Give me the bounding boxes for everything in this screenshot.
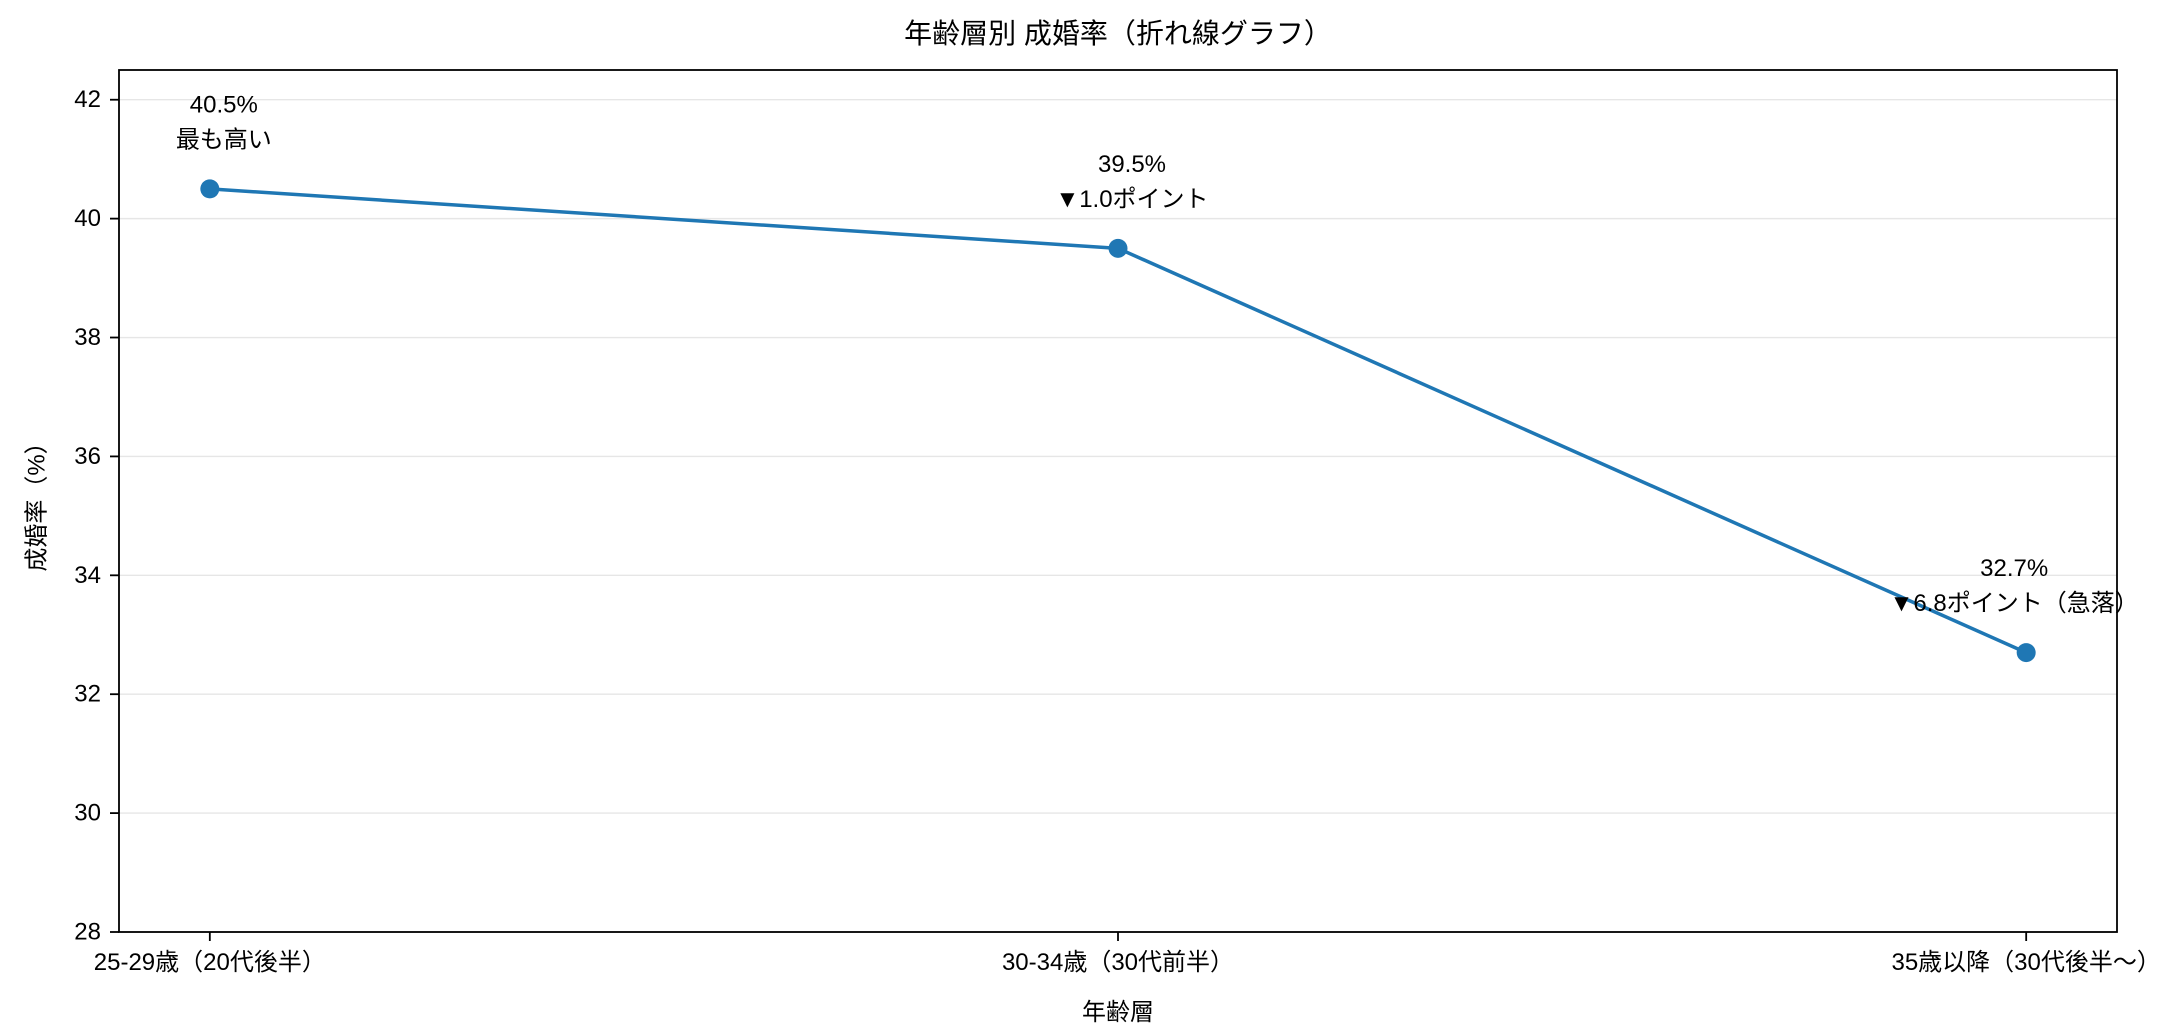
annotation-line: ▼6.8ポイント（急落） [1890,590,2139,617]
y-tick-label: 34 [74,562,101,589]
annotation-line: 32.7% [1980,555,2048,582]
data-point [200,179,220,199]
x-tick-label: 30-34歳（30代前半） [1002,949,1234,976]
y-tick-label: 40 [74,205,101,232]
annotation-line: 最も高い [176,126,272,153]
y-tick-label: 30 [74,800,101,827]
y-tick-label: 38 [74,324,101,351]
y-tick-label: 32 [74,681,101,708]
annotation-line: ▼1.0ポイント [1055,186,1208,213]
y-tick-label: 36 [74,443,101,470]
y-tick-label: 42 [74,86,101,113]
data-point [1108,238,1128,258]
annotation-line: 39.5% [1098,151,1166,178]
data-point [2016,643,2036,663]
y-tick-label: 28 [74,919,101,946]
series-line [208,187,2028,655]
x-tick-label: 35歳以降（30代後半〜） [1891,949,2160,976]
y-axis-label: 成婚率（%） [23,430,51,572]
x-tick-label: 25-29歳（20代後半） [94,949,326,976]
x-axis-label: 年齢層 [1082,999,1154,1026]
annotation-line: 40.5% [190,91,258,118]
chart-title: 年齢層別 成婚率（折れ線グラフ） [904,18,1332,49]
